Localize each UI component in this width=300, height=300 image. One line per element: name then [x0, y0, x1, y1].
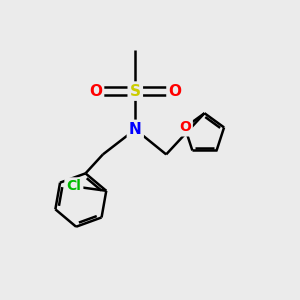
Text: N: N	[129, 122, 142, 137]
Text: O: O	[89, 84, 102, 99]
Text: S: S	[130, 84, 141, 99]
Text: O: O	[169, 84, 182, 99]
Text: O: O	[179, 120, 191, 134]
Text: Cl: Cl	[66, 179, 81, 194]
